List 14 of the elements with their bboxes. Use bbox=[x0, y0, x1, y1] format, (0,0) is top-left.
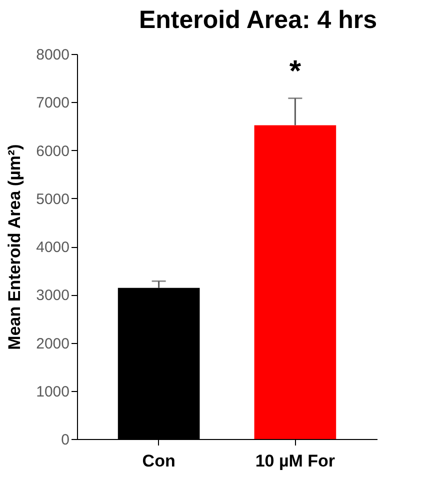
x-tick-label: 10 µM For bbox=[255, 452, 336, 470]
y-tick-label: 6000 bbox=[36, 142, 70, 160]
chart-title: Enteroid Area: 4 hrs bbox=[138, 6, 377, 34]
y-tick-label: 2000 bbox=[36, 335, 70, 352]
annotation: * bbox=[289, 55, 302, 88]
y-tick-label: 0 bbox=[61, 432, 70, 448]
x-tick-label: Con bbox=[142, 452, 176, 470]
y-tick-label: 4000 bbox=[36, 239, 70, 256]
y-tick-label: 3000 bbox=[36, 287, 70, 304]
y-tick-label: 1000 bbox=[36, 383, 70, 400]
y-axis-title: Mean Enteroid Area (µm²) bbox=[5, 144, 24, 350]
y-tick-label: 5000 bbox=[36, 190, 70, 208]
y-tick-label: 7000 bbox=[36, 94, 70, 112]
y-tick-label: 8000 bbox=[36, 46, 70, 64]
